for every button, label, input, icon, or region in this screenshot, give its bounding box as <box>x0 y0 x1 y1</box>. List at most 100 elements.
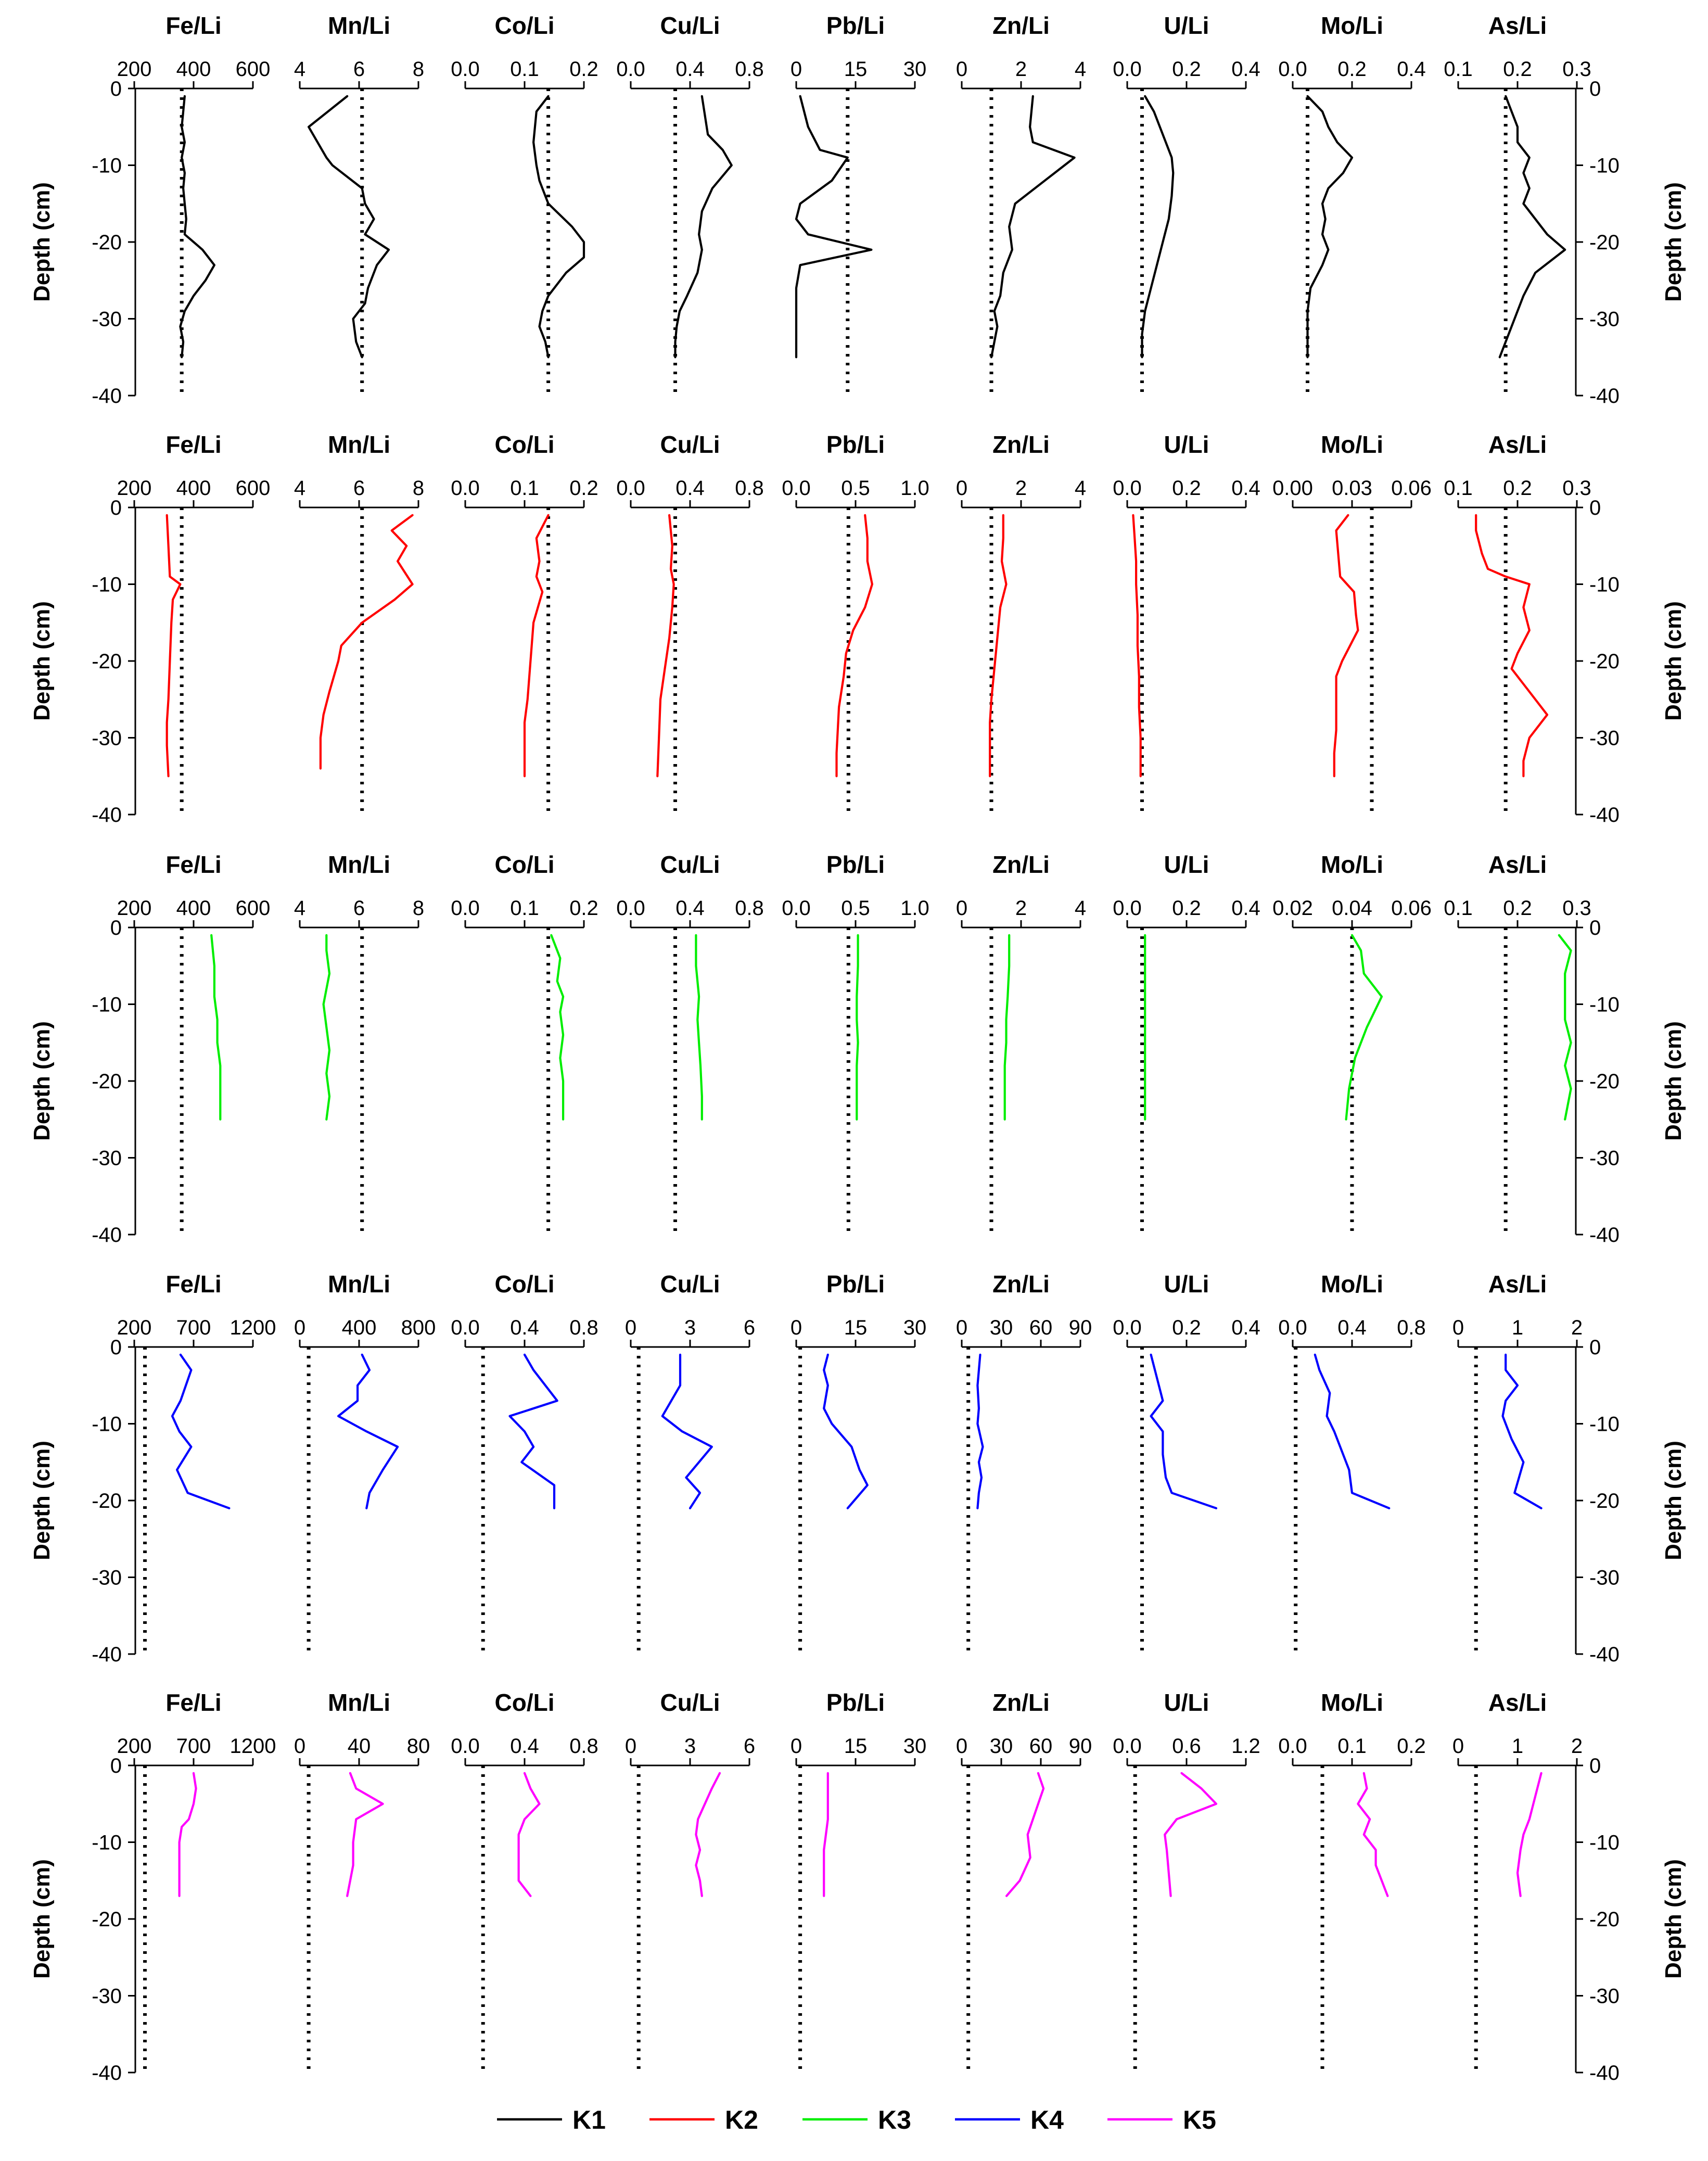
legend-label: K5 <box>1183 2105 1216 2134</box>
profile-line-k5 <box>346 1772 384 1897</box>
right-depth-tick-label: -30 <box>1589 308 1620 331</box>
profile-line-k5 <box>517 1772 541 1897</box>
x-tick-label: 400 <box>176 477 211 500</box>
x-tick-label: 0.2 <box>1503 58 1532 81</box>
left-depth-tick-label: 0 <box>110 1336 122 1359</box>
panel-title: Pb/Li <box>826 1270 885 1298</box>
x-tick-label: 1 <box>1512 1316 1523 1339</box>
x-tick-label: 30 <box>903 58 927 81</box>
x-tick-label: 0 <box>625 1735 636 1758</box>
x-tick-label: 0.4 <box>675 897 705 920</box>
profile-line-k2 <box>989 514 1008 778</box>
x-tick-label: 2 <box>1571 1735 1583 1758</box>
profile-line-k5 <box>1357 1772 1389 1897</box>
profile-line-k4 <box>508 1353 558 1509</box>
left-depth-tick-label: -40 <box>92 2062 122 2084</box>
x-tick-label: 0.8 <box>569 1735 598 1758</box>
right-depth-tick-label: -40 <box>1589 1224 1620 1247</box>
x-tick-label: 0.0 <box>1113 897 1142 920</box>
x-tick-label: 0.0 <box>616 58 645 81</box>
legend-item-k5: K5 <box>1107 2105 1216 2134</box>
x-tick-label: 0 <box>625 1316 636 1339</box>
x-tick-label: 0 <box>956 897 967 920</box>
x-tick-label: 0.8 <box>569 1316 598 1339</box>
right-depth-tick-label: 0 <box>1589 1755 1601 1777</box>
legend-item-k4: K4 <box>955 2105 1064 2134</box>
profile-line-k5 <box>823 1772 829 1897</box>
x-tick-label: 0.1 <box>510 897 539 920</box>
right-depth-tick-label: -40 <box>1589 2062 1620 2084</box>
x-tick-label: 0.5 <box>841 897 870 920</box>
x-tick-label: 6 <box>744 1316 755 1339</box>
panel-mo-li: Mo/Li 0.0 0.4 0.8 <box>1278 1270 1426 1654</box>
right-depth-tick-label: -40 <box>1589 1643 1620 1666</box>
profile-line-k1 <box>1498 95 1566 359</box>
panel-title: As/Li <box>1488 1689 1547 1716</box>
left-depth-tick-label: -40 <box>92 1224 122 1247</box>
left-depth-tick-label: -10 <box>92 994 122 1016</box>
right-depth-tick-label: -10 <box>1589 994 1620 1016</box>
x-tick-label: 0 <box>1452 1316 1464 1339</box>
panel-title: Pb/Li <box>826 851 885 878</box>
panel-u-li: U/Li 0.0 0.2 0.4 <box>1113 851 1260 1235</box>
panel-mn-li: Mn/Li 4 6 8 <box>294 12 424 396</box>
left-depth-tick-label: -20 <box>92 650 122 673</box>
panel-title: Co/Li <box>495 1689 555 1716</box>
row-k5: 0 -10 -20 -30 -40 Depth (cm) 0 -10 -20 -30 -40 Dept… <box>29 1689 1686 2084</box>
right-depth-tick-label: -30 <box>1589 1147 1620 1170</box>
profile-line-k4 <box>1501 1353 1543 1509</box>
legend: K1 K2 K3 K4 K5 <box>497 2105 1216 2134</box>
profile-line-k4 <box>1150 1353 1218 1509</box>
panel-zn-li: Zn/Li 0 30 60 90 <box>956 1689 1092 2073</box>
x-tick-label: 0.4 <box>1231 1316 1260 1339</box>
x-tick-label: 0.2 <box>1172 58 1201 81</box>
x-tick-label: 0.03 <box>1332 477 1372 500</box>
panel-cu-li: Cu/Li 0.0 0.4 0.8 <box>616 12 764 396</box>
x-tick-label: 4 <box>1075 477 1086 500</box>
left-depth-axis-label: Depth (cm) <box>29 601 55 721</box>
row-k2: 0 -10 -20 -30 -40 Depth (cm) 0 -10 -20 -30 -40 Dept… <box>29 431 1686 827</box>
x-tick-label: 4 <box>294 897 305 920</box>
panel-zn-li: Zn/Li 0 2 4 <box>956 12 1086 396</box>
right-depth-tick-label: -30 <box>1589 1985 1620 2008</box>
left-depth-tick-label: -10 <box>92 155 122 177</box>
x-tick-label: 0.0 <box>1113 1316 1142 1339</box>
x-tick-label: 0.1 <box>510 58 539 81</box>
x-tick-label: 0.4 <box>1231 477 1260 500</box>
panel-title: Cu/Li <box>660 1689 720 1716</box>
right-depth-tick-label: -20 <box>1589 1490 1620 1512</box>
left-depth-tick-label: -20 <box>92 1908 122 1931</box>
panel-u-li: U/Li 0.0 0.2 0.4 <box>1113 1270 1260 1654</box>
profile-line-k2 <box>165 514 182 778</box>
x-tick-label: 0.0 <box>1113 58 1142 81</box>
panel-title: Fe/Li <box>165 1689 221 1716</box>
x-tick-label: 0.0 <box>1278 1735 1307 1758</box>
x-tick-label: 0.0 <box>451 1735 480 1758</box>
panel-cu-li: Cu/Li 0 3 6 <box>625 1270 755 1654</box>
panel-title: Mn/Li <box>328 1689 390 1716</box>
x-tick-label: 4 <box>294 477 305 500</box>
x-tick-label: 2 <box>1015 58 1027 81</box>
right-depth-tick-label: -30 <box>1589 727 1620 750</box>
panel-zn-li: Zn/Li 0 2 4 <box>956 851 1086 1235</box>
left-depth-tick-label: -40 <box>92 1643 122 1666</box>
panel-co-li: Co/Li 0.0 0.1 0.2 <box>451 431 598 815</box>
panel-title: Zn/Li <box>992 851 1050 878</box>
left-depth-axis-label: Depth (cm) <box>29 182 55 302</box>
legend-label: K1 <box>572 2105 606 2134</box>
panel-title: Zn/Li <box>992 431 1050 458</box>
panel-as-li: As/Li 0 1 2 <box>1452 1689 1583 2073</box>
x-tick-label: 400 <box>176 897 211 920</box>
profile-line-k2 <box>656 514 675 778</box>
profile-line-k3 <box>1345 934 1383 1121</box>
x-tick-label: 1200 <box>230 1735 276 1758</box>
x-tick-label: 30 <box>903 1735 927 1758</box>
x-tick-label: 15 <box>844 58 868 81</box>
panel-as-li: As/Li 0.1 0.2 0.3 <box>1444 12 1591 396</box>
right-depth-tick-label: -20 <box>1589 650 1620 673</box>
x-tick-label: 0.0 <box>451 477 480 500</box>
right-depth-tick-label: -20 <box>1589 1070 1620 1093</box>
left-depth-tick-label: 0 <box>110 1755 122 1777</box>
right-depth-tick-label: 0 <box>1589 917 1601 939</box>
panel-title: Zn/Li <box>992 1270 1050 1298</box>
